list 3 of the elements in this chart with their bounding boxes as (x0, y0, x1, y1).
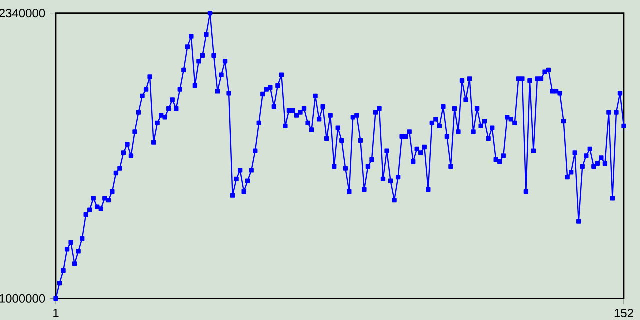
x-tick-label: 1 (54, 309, 59, 318)
x-tick-label: 152 (614, 309, 634, 318)
y-tick-label: 1000000 (0, 294, 46, 303)
